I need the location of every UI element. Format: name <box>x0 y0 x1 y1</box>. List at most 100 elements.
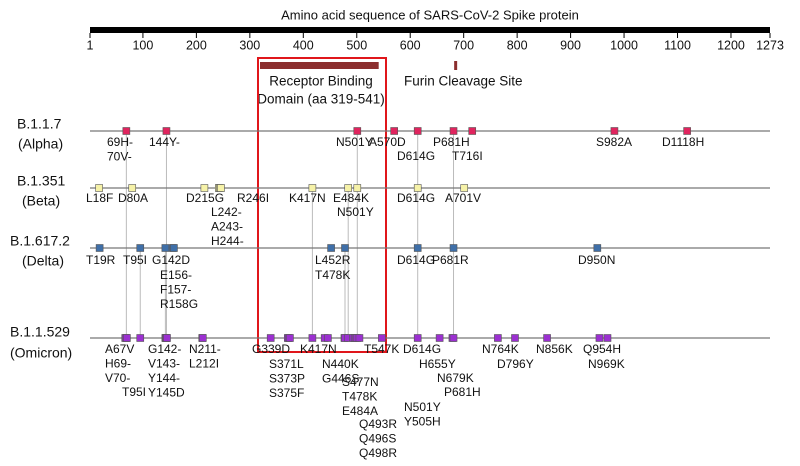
mutation-label: S373P <box>269 372 305 386</box>
mutation-marker <box>511 334 519 342</box>
tick-label: 500 <box>346 38 367 52</box>
variant-name: (Beta) <box>22 193 60 209</box>
variant-name: (Alpha) <box>18 136 63 152</box>
tick-label: 1000 <box>610 38 638 52</box>
mutation-label: L452R <box>315 253 351 267</box>
mutation-label: Q498R <box>359 446 397 460</box>
mutation-label: D614G <box>397 191 435 205</box>
rbd-bar <box>260 62 379 69</box>
mutation-label: Y144- <box>148 371 180 385</box>
mutation-marker <box>390 127 398 135</box>
mutation-marker <box>162 127 171 135</box>
tick-label: 900 <box>560 38 581 52</box>
mutation-label: R158G <box>160 297 198 311</box>
mutation-marker <box>161 244 170 252</box>
mutation-label: Q954H <box>583 342 621 356</box>
mutation-label: K417N <box>289 191 326 205</box>
mutation-label: N969K <box>588 357 625 371</box>
mutation-label: S375F <box>269 386 304 400</box>
mutation-marker <box>128 184 137 192</box>
mutation-label: Y145D <box>148 386 185 400</box>
mutation-label: D614G <box>397 149 435 163</box>
mutation-marker <box>413 127 422 135</box>
lineage-name: B.1.1.7 <box>17 116 62 132</box>
mutation-label: 144Y- <box>149 135 180 149</box>
mutation-label: N440K <box>322 357 359 371</box>
rbd-box <box>257 57 387 353</box>
mutation-label: G446S <box>322 372 359 386</box>
mutation-marker <box>200 184 209 192</box>
furin-mark <box>454 61 458 70</box>
mutation-label: G142- <box>148 342 181 356</box>
mutation-marker <box>308 184 317 192</box>
mutation-label: T478K <box>315 268 350 282</box>
mutation-marker <box>449 244 458 252</box>
mutation-label: D950N <box>578 253 615 267</box>
mutation-label: P681H <box>433 135 470 149</box>
mutation-label: E484K <box>333 191 369 205</box>
mutation-label: T95I <box>123 253 147 267</box>
mutation-label: D796Y <box>497 357 534 371</box>
tick-label: 600 <box>400 38 421 52</box>
mutation-label: E156- <box>160 268 192 282</box>
mutation-label: L18F <box>86 191 113 205</box>
mutation-marker <box>122 127 131 135</box>
mutation-label: Y505H <box>404 415 441 429</box>
tick-label: 300 <box>239 38 260 52</box>
mutation-marker <box>266 334 275 342</box>
mutation-label: N764K <box>482 342 519 356</box>
mutation-label: T716I <box>452 149 483 163</box>
variant-name: (Delta) <box>22 253 64 269</box>
mutation-label: V143- <box>148 357 180 371</box>
mutation-marker <box>494 334 502 342</box>
mutation-marker <box>413 244 422 252</box>
mutation-marker <box>170 244 178 252</box>
tick-label: 200 <box>186 38 207 52</box>
mutation-label: Q496S <box>359 432 396 446</box>
mutation-label: P681R <box>432 253 469 267</box>
lineage-name: B.1.351 <box>17 173 65 189</box>
mutation-label: T478K <box>342 390 377 404</box>
rbd-label: Receptor Binding <box>269 74 373 89</box>
mutation-marker <box>683 127 691 135</box>
mutation-marker <box>198 334 207 342</box>
mutation-marker <box>136 334 145 342</box>
mutation-label: D614G <box>403 342 441 356</box>
mutation-label: R246I <box>237 191 269 205</box>
mutation-marker <box>355 334 364 342</box>
mutation-marker <box>378 334 386 342</box>
rbd-label: Domain (aa 319-541) <box>257 92 385 107</box>
mutation-label: N501Y <box>337 205 374 219</box>
mutation-marker <box>324 334 332 342</box>
mutation-marker <box>344 184 353 192</box>
mutation-marker <box>435 334 444 342</box>
mutation-label: N211- <box>189 342 221 356</box>
mutation-label: S477N <box>342 375 379 389</box>
mutation-label: A570D <box>369 135 406 149</box>
mutation-label: N501Y <box>336 135 373 149</box>
mutation-label: T95I <box>122 385 146 399</box>
tick-label: 800 <box>507 38 528 52</box>
mutation-label: T19R <box>86 253 116 267</box>
mutation-label: H655Y <box>419 357 456 371</box>
mutation-marker <box>163 334 171 342</box>
mutation-label: L242- <box>211 205 242 219</box>
lineage-name: B.1.617.2 <box>10 233 70 249</box>
title: Amino acid sequence of SARS-CoV-2 Spike … <box>281 7 579 22</box>
mutation-label: D80A <box>118 191 148 205</box>
furin-label: Furin Cleavage Site <box>404 74 523 89</box>
mutation-marker <box>413 184 422 192</box>
mutation-label: F157- <box>160 283 191 297</box>
mutation-marker <box>136 244 145 252</box>
tick-label: 1200 <box>717 38 745 52</box>
mutation-label: A701V <box>445 191 481 205</box>
mutation-label: N501Y <box>404 400 441 414</box>
mutation-label: H244- <box>211 234 244 248</box>
mutation-marker <box>468 127 477 135</box>
mutation-label: 70V- <box>107 150 132 164</box>
mutation-marker <box>123 334 131 342</box>
mutation-marker <box>460 184 469 192</box>
tick-label: 100 <box>132 38 153 52</box>
mutation-label: D1118H <box>662 135 704 149</box>
